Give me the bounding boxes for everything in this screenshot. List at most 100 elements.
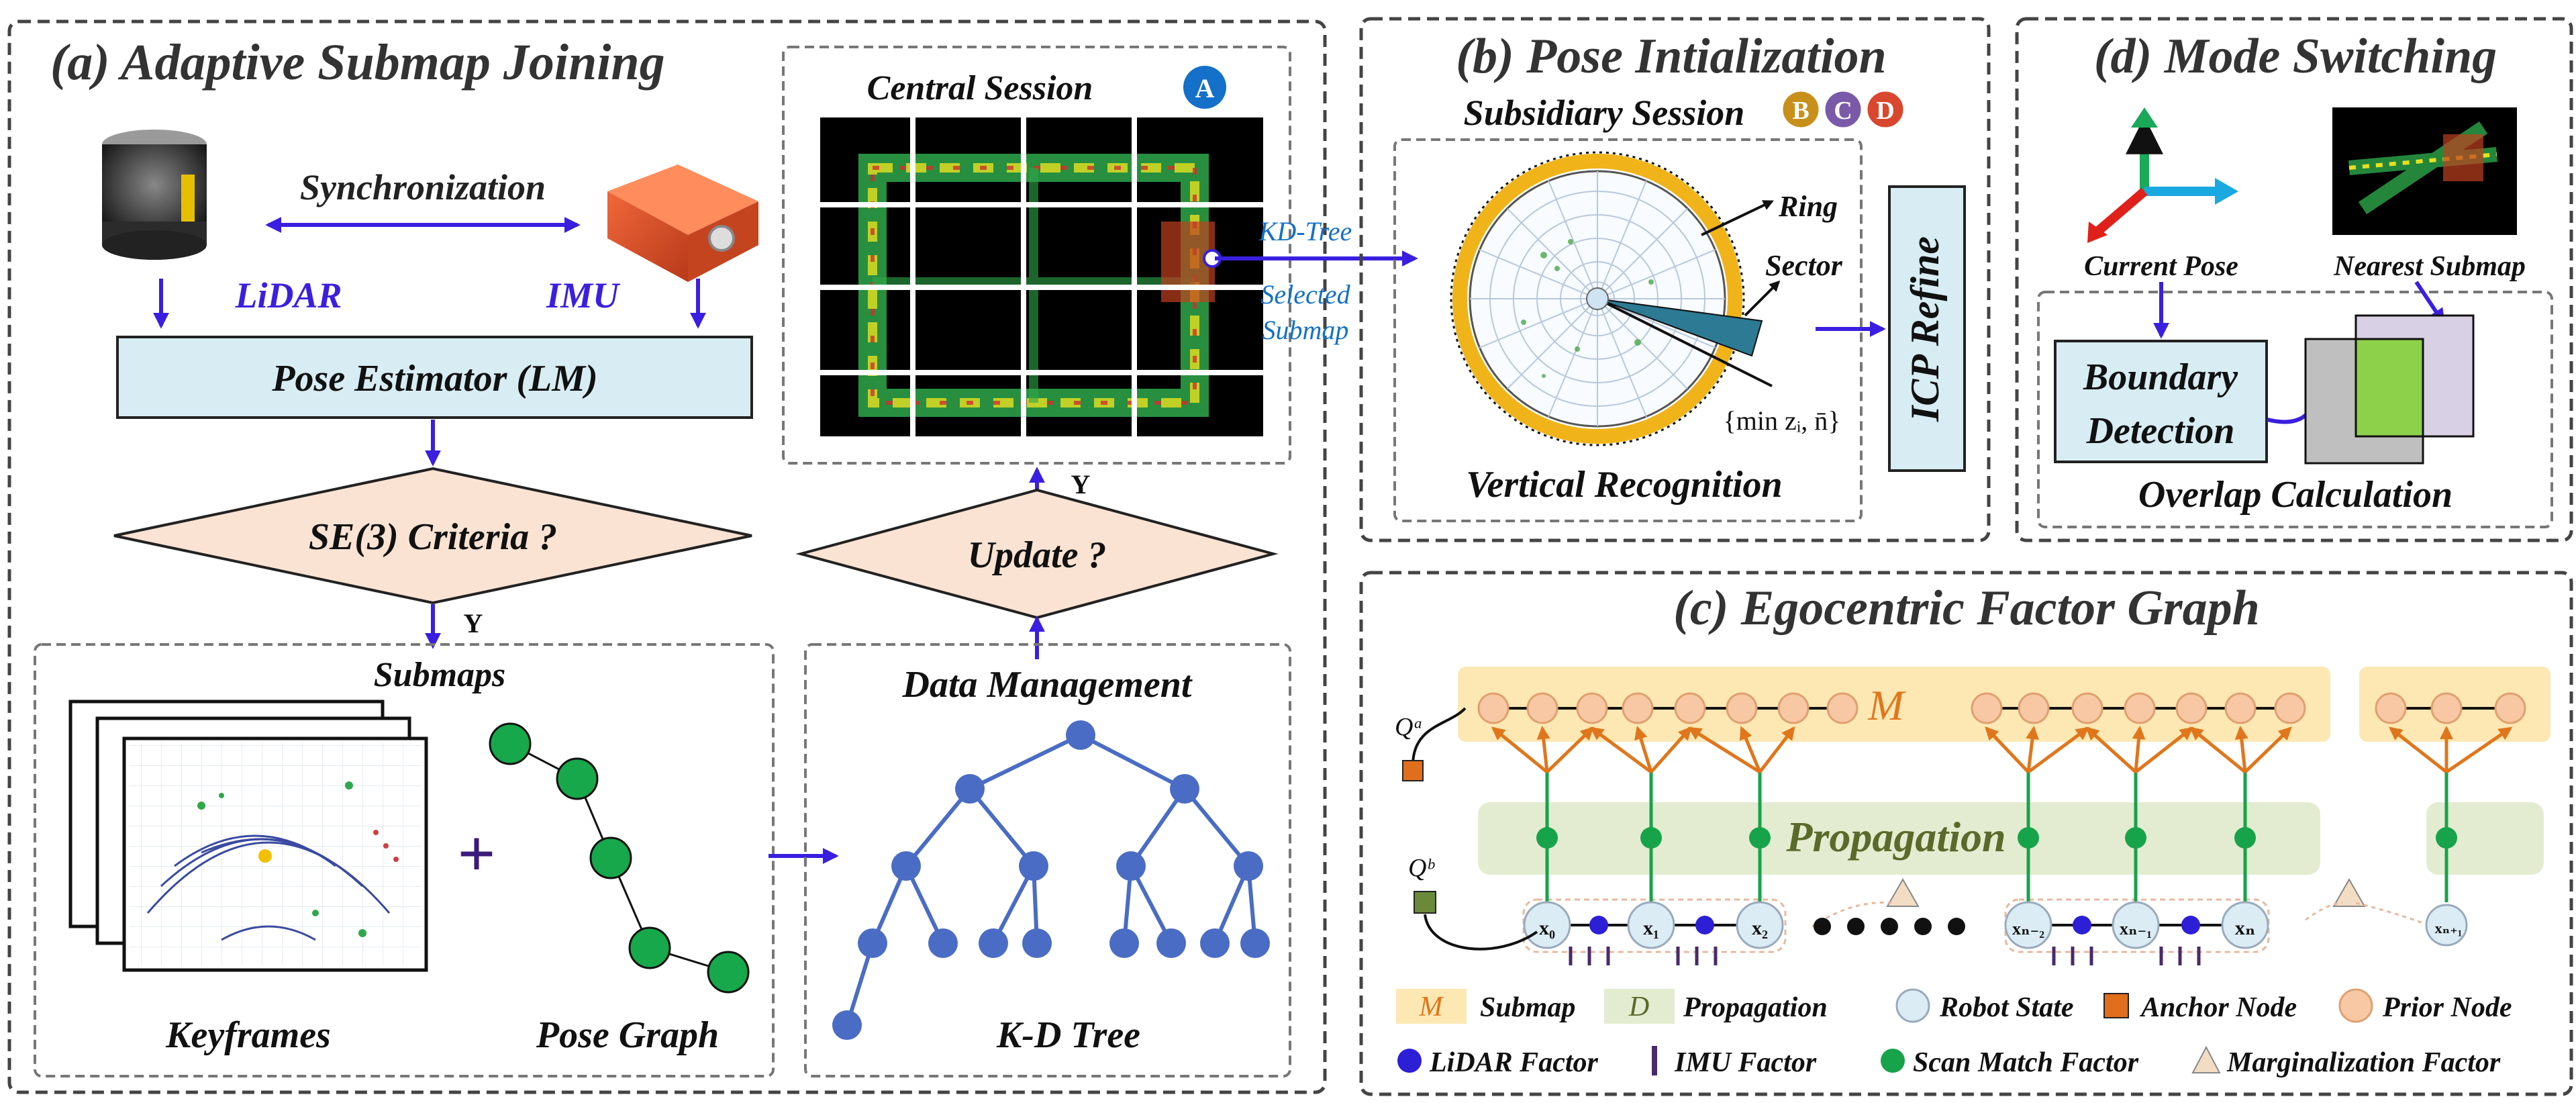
prior-edge (2388, 726, 2448, 773)
yes-label-2: Y (1071, 469, 1091, 499)
submap-band-main (1458, 667, 2330, 742)
legend-robot-swatch (1895, 988, 1930, 1023)
anchor-node-qa (1402, 760, 1424, 781)
legend-scan-swatch (1881, 1049, 1905, 1073)
session-badge-c (1823, 89, 1863, 130)
keyframes-stack (68, 700, 428, 972)
anchor-link (1411, 707, 1467, 766)
vertical-recognition-label: Vertical Recognition (1466, 464, 1782, 506)
legend-prior-swatch (2338, 988, 2373, 1023)
xn2-label: xₙ₋₂ (2012, 919, 2044, 939)
sector-label: Sector (1765, 249, 1843, 282)
pose-graph (489, 722, 750, 994)
qb-label: Qᵇ (1408, 854, 1435, 882)
pose-estimator-label: Pose Estimator (LM) (271, 358, 597, 399)
legend-lidar-swatch (1397, 1049, 1422, 1073)
boundary-label-1: Boundary (2083, 356, 2238, 398)
min-formula: {min zᵢ, n̄} (1724, 405, 1841, 436)
central-map-image (820, 117, 1263, 436)
prior-edge (1650, 726, 1692, 773)
central-session-title: Central Session (867, 69, 1093, 107)
submaps-title: Submaps (374, 656, 506, 694)
robot-state-node (2112, 901, 2160, 949)
lidar-sensor-icon (102, 130, 207, 260)
vertical-recognition-box (1393, 138, 1863, 522)
prior-node (1826, 692, 1859, 724)
prior-edge (1589, 726, 1652, 774)
kd-tree-label: K-D Tree (996, 1014, 1140, 1056)
legend-robot-state: Robot State (1939, 992, 2074, 1023)
prior-edge (2445, 726, 2513, 774)
prior-edge (2189, 726, 2246, 773)
yes-label-1: Y (464, 608, 483, 638)
lidar-label: LiDAR (234, 275, 342, 316)
legend-anchor-node: Anchor Node (2139, 992, 2297, 1023)
legend-submap: Submap (1480, 992, 1575, 1023)
scan-match-factor (2018, 827, 2039, 849)
lidar-factor (1695, 916, 1714, 934)
overlap-graphic (2304, 314, 2475, 465)
panel-d: (d) Mode Switching Current Pose Nearest … (2015, 17, 2573, 542)
panel-a-title: (a) Adaptive Submap Joining (50, 34, 665, 91)
x0-label: x₀ (1539, 917, 1555, 939)
lidar-factor (2181, 916, 2200, 934)
ring-pointer (1701, 200, 1774, 236)
marg-link-2 (2305, 902, 2424, 924)
propagation-label: Propagation (1785, 813, 2005, 861)
se3-criteria-label: SE(3) Criteria ? (309, 516, 557, 558)
sector-pointer (1744, 280, 1781, 317)
selected-label: Selected (1260, 279, 1350, 309)
prior-node (2494, 692, 2526, 724)
panel-a-border (7, 19, 1327, 1094)
icp-refine-label: ICP Refine (1903, 236, 1947, 422)
overlap-box (2037, 291, 2553, 528)
session-badge-label: B (1792, 97, 1809, 125)
prior-edge (2026, 726, 2039, 773)
robot-state-node (2425, 904, 2468, 947)
submap-label: Submap (1262, 315, 1349, 345)
panel-b: (b) Pose Intialization Subsidiary Sessio… (1359, 17, 1991, 542)
legend-d-text: D (1628, 992, 1649, 1022)
prior-edge (2134, 726, 2194, 773)
panel-b-title: (b) Pose Intialization (1456, 29, 1886, 84)
scan-context-ring (1450, 151, 1773, 446)
robot-state-node (2221, 901, 2269, 949)
prior-node (2224, 692, 2257, 724)
prior-edge (2085, 726, 2137, 773)
prior-edge (1739, 726, 1762, 773)
panel-a: (a) Adaptive Submap Joining Synchronizat… (7, 19, 1327, 1094)
legend-anchor-swatch (2103, 993, 2129, 1018)
propagation-band-main (1478, 802, 2320, 875)
prior-node (2071, 692, 2103, 724)
legend-propagation: Propagation (1683, 992, 1828, 1023)
update-diamond (795, 488, 1279, 620)
legend-d-swatch (1604, 989, 1675, 1024)
xn-label: xₙ (2235, 917, 2256, 939)
legend-imu-factor: IMU Factor (1674, 1047, 1817, 1078)
prior-node (1576, 692, 1608, 724)
prior-edge (2132, 726, 2146, 773)
scan-match-factor (2234, 827, 2256, 849)
panel-c: (c) Egocentric Factor Graph M Propagatio… (1359, 571, 2573, 1096)
legend-scan-match: Scan Match Factor (1913, 1047, 2139, 1078)
legend-m-text: M (1419, 992, 1444, 1022)
x2-label: x₂ (1752, 917, 1768, 939)
prior-edge (1985, 726, 2030, 773)
xn1-label: xₙ₋₁ (2120, 919, 2152, 939)
panel-d-title: (d) Mode Switching (2094, 29, 2497, 84)
prior-node (2430, 692, 2463, 724)
x1-label: x₁ (1643, 917, 1659, 939)
propagation-band-right (2426, 802, 2544, 875)
session-badge-b (1781, 89, 1821, 130)
panel-c-title: (c) Egocentric Factor Graph (1673, 581, 2260, 636)
data-management-title: Data Management (902, 664, 1193, 706)
pose-estimator-box (116, 336, 753, 419)
robot-state-node (1627, 901, 1675, 949)
robot-state-node (1523, 901, 1571, 949)
nearest-submap-image (2332, 107, 2517, 235)
state-labels: x₀ x₁ x₂ xₙ₋₂ xₙ₋₁ xₙ xₙ₊₁ (1539, 917, 2462, 939)
session-badge-label: D (1876, 97, 1894, 125)
sync-label: Synchronization (300, 167, 546, 207)
